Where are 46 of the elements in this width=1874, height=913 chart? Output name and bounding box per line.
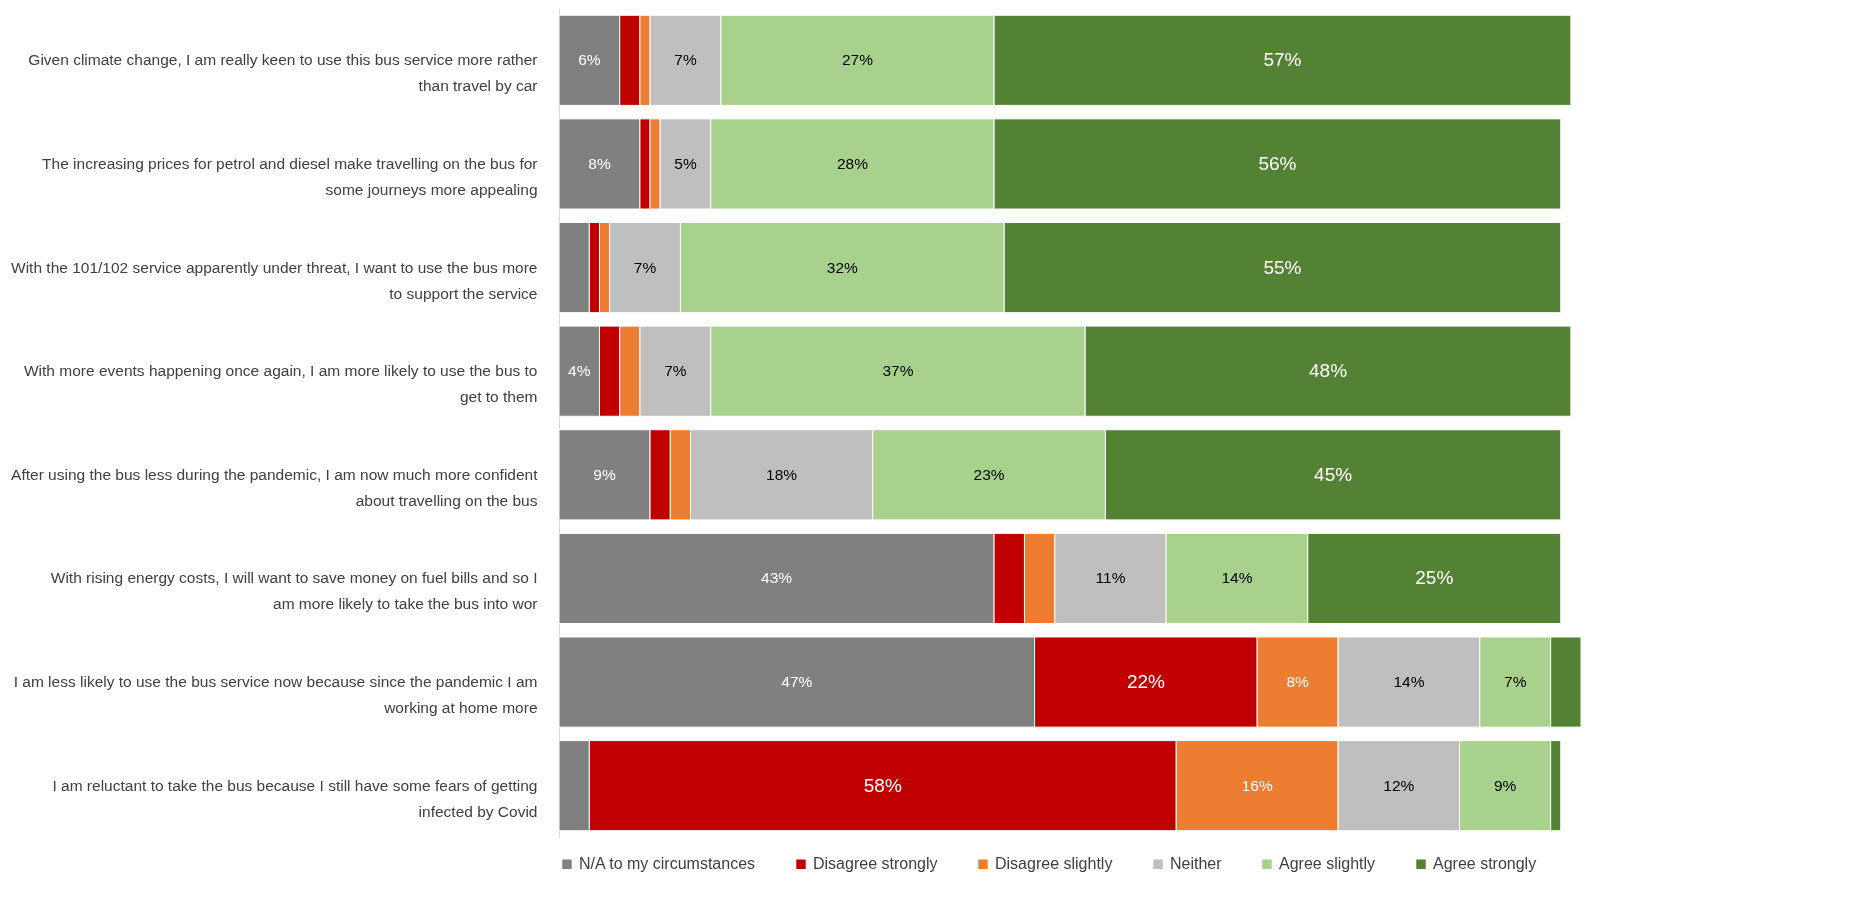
data-label: 22% (1126, 671, 1166, 693)
data-label: 28% (836, 154, 869, 172)
data-label: 4% (568, 362, 591, 380)
data-label: 7% (633, 258, 657, 276)
data-label: 8% (1286, 673, 1310, 691)
data-label: 45% (1314, 463, 1353, 485)
legend-label: Agree slightly (1279, 855, 1376, 873)
y-tick-label: With rising energy costs, I will want to save money on fuel bills and so I am more likely to take the bus into wor (50, 569, 538, 613)
legend-label: Disagree strongly (813, 855, 938, 873)
data-label: 37% (882, 362, 914, 380)
data-label: 23% (973, 465, 1005, 483)
data-label: 58% (863, 774, 902, 796)
data-label: 7% (674, 51, 697, 69)
data-label: 47% (781, 673, 813, 691)
data-label: 5% (674, 154, 697, 172)
legend-label: Agree strongly (1433, 855, 1537, 873)
legend-label: N/A to my circumstances (579, 855, 756, 873)
y-tick-label: After using the bus less during the pandemic, I am now much more confident about travelling on the bus (11, 465, 539, 509)
y-tick-label: I am less likely to use the bus service now because since the pandemic I am working at home more (13, 673, 538, 717)
data-label: 55% (1263, 256, 1302, 278)
legend-label: Disagree slightly (995, 855, 1113, 873)
data-label: 7% (1504, 673, 1527, 691)
y-tick-label: I am reluctant to take the bus because I still have some fears of getting infected by Covid (52, 776, 538, 820)
data-label: 25% (1415, 567, 1454, 589)
data-label: 32% (826, 258, 859, 276)
data-label: 9% (593, 465, 616, 483)
data-label: 27% (841, 51, 874, 69)
data-label: 14% (1393, 673, 1425, 691)
y-tick-label: With more events happening once again, I am more likely to use the bus to get to them (23, 362, 538, 406)
data-label: 6% (578, 51, 601, 69)
data-label: 18% (766, 465, 798, 483)
data-label: 48% (1309, 360, 1348, 382)
data-label: 7% (664, 362, 687, 380)
legend-label: Neither (1170, 855, 1223, 873)
y-tick-label: The increasing prices for petrol and diesel make travelling on the bus for some journeys more appealing (42, 154, 538, 198)
data-label: 57% (1263, 49, 1302, 71)
data-label: 11% (1095, 569, 1126, 587)
y-tick-label: With the 101/102 service apparently under threat, I want to use the bus more to support the service (11, 258, 538, 302)
y-tick-label: Given climate change, I am really keen to use this bus service more rather than travel by car (28, 51, 538, 95)
data-label: 12% (1383, 776, 1415, 794)
data-label: 8% (588, 154, 611, 172)
data-label: 16% (1241, 776, 1273, 794)
data-label: 14% (1221, 569, 1253, 587)
data-label: 56% (1258, 152, 1297, 174)
data-label: 9% (1493, 776, 1517, 794)
data-label: 43% (761, 569, 793, 587)
